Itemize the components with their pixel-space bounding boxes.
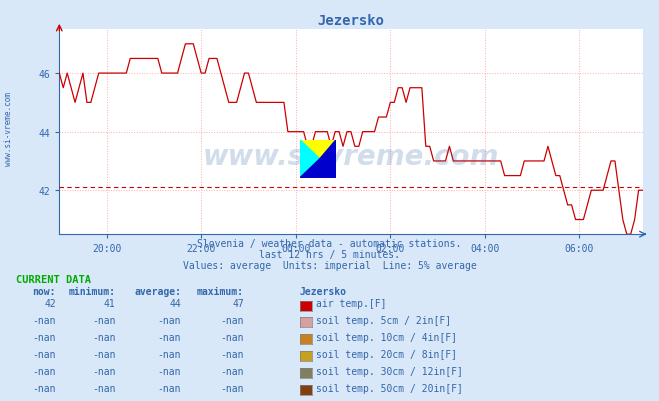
- Text: -nan: -nan: [158, 383, 181, 393]
- Title: Jezersko: Jezersko: [318, 14, 384, 28]
- Text: 41: 41: [103, 299, 115, 309]
- Text: soil temp. 20cm / 8in[F]: soil temp. 20cm / 8in[F]: [316, 349, 457, 359]
- Text: 42: 42: [44, 299, 56, 309]
- Text: www.si-vreme.com: www.si-vreme.com: [203, 143, 499, 171]
- Text: CURRENT DATA: CURRENT DATA: [16, 275, 92, 285]
- Text: maximum:: maximum:: [197, 287, 244, 297]
- Text: soil temp. 30cm / 12in[F]: soil temp. 30cm / 12in[F]: [316, 366, 463, 376]
- Text: -nan: -nan: [220, 332, 244, 342]
- Text: 44: 44: [169, 299, 181, 309]
- Text: minimum:: minimum:: [69, 287, 115, 297]
- Text: -nan: -nan: [32, 383, 56, 393]
- Text: -nan: -nan: [220, 316, 244, 326]
- Text: -nan: -nan: [92, 383, 115, 393]
- Text: soil temp. 10cm / 4in[F]: soil temp. 10cm / 4in[F]: [316, 332, 457, 342]
- Text: -nan: -nan: [158, 366, 181, 376]
- Polygon shape: [300, 140, 336, 178]
- Text: -nan: -nan: [92, 366, 115, 376]
- Text: -nan: -nan: [92, 349, 115, 359]
- Text: Jezersko: Jezersko: [300, 287, 347, 297]
- Text: -nan: -nan: [158, 349, 181, 359]
- Text: now:: now:: [32, 287, 56, 297]
- Text: Slovenia / weather data - automatic stations.: Slovenia / weather data - automatic stat…: [197, 239, 462, 249]
- Text: -nan: -nan: [220, 349, 244, 359]
- Text: soil temp. 50cm / 20in[F]: soil temp. 50cm / 20in[F]: [316, 383, 463, 393]
- Text: Values: average  Units: imperial  Line: 5% average: Values: average Units: imperial Line: 5%…: [183, 260, 476, 270]
- Text: -nan: -nan: [32, 349, 56, 359]
- Text: -nan: -nan: [158, 316, 181, 326]
- Text: air temp.[F]: air temp.[F]: [316, 299, 387, 309]
- Text: average:: average:: [134, 287, 181, 297]
- Text: last 12 hrs / 5 minutes.: last 12 hrs / 5 minutes.: [259, 249, 400, 259]
- Text: -nan: -nan: [158, 332, 181, 342]
- Text: -nan: -nan: [220, 366, 244, 376]
- Text: -nan: -nan: [92, 332, 115, 342]
- Text: -nan: -nan: [32, 316, 56, 326]
- Text: -nan: -nan: [220, 383, 244, 393]
- Text: -nan: -nan: [32, 366, 56, 376]
- Text: www.si-vreme.com: www.si-vreme.com: [4, 91, 13, 165]
- Text: 47: 47: [232, 299, 244, 309]
- Text: -nan: -nan: [32, 332, 56, 342]
- Text: -nan: -nan: [92, 316, 115, 326]
- Text: soil temp. 5cm / 2in[F]: soil temp. 5cm / 2in[F]: [316, 316, 451, 326]
- Polygon shape: [300, 140, 320, 178]
